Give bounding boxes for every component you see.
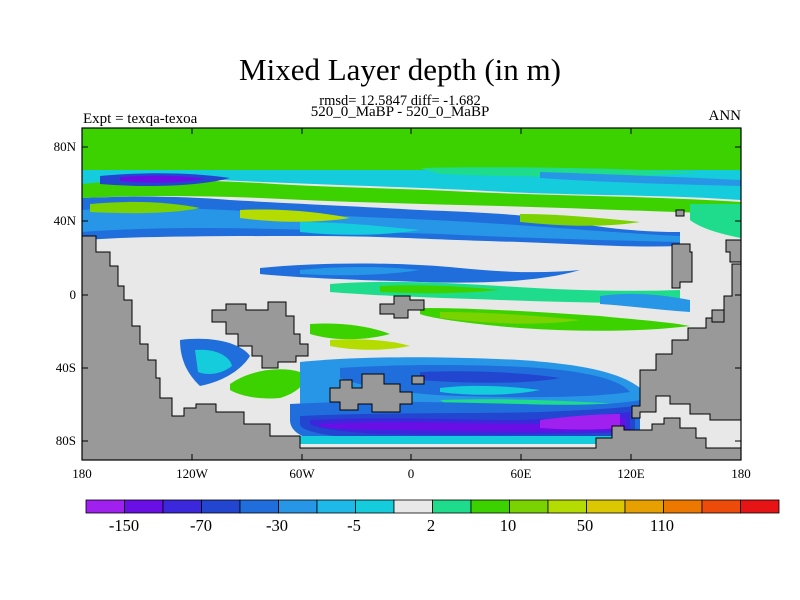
lon-label: 120E: [617, 466, 645, 481]
lat-label: 40N: [53, 213, 76, 228]
contour-band: [240, 209, 350, 222]
contour-band: [540, 414, 620, 430]
colorbar-swatch: [124, 499, 164, 514]
colorbar-swatch: [393, 499, 433, 514]
contour-band: [520, 214, 640, 226]
lat-label: 0: [69, 287, 77, 302]
colorbar-label: -5: [347, 516, 361, 535]
land-mass: [211, 301, 309, 369]
contour-band: [380, 285, 500, 294]
lat-label: 40S: [55, 360, 76, 375]
land-mass: [631, 263, 741, 421]
colorbar-swatch: [316, 499, 356, 514]
contour-band: [230, 369, 304, 399]
colorbar-label: 10: [499, 516, 517, 535]
contour-band: [600, 293, 690, 312]
contour-band: [330, 339, 410, 350]
lon-label: 60E: [510, 466, 532, 481]
colorbar-swatch: [663, 499, 703, 514]
contour-band: [300, 436, 620, 444]
colorbar-label: 110: [649, 516, 675, 535]
land-mass: [725, 239, 741, 263]
colorbar-swatch: [740, 499, 780, 514]
colorbar-swatch: [624, 499, 664, 514]
colorbar-label: 50: [576, 516, 594, 535]
land-mass: [329, 373, 413, 413]
lat-label: 80N: [53, 139, 76, 154]
contour-band: [300, 267, 420, 276]
colorbar-swatch: [239, 499, 279, 514]
experiment-label: Expt = texqa-texoa: [83, 111, 198, 127]
lon-label: 180: [72, 466, 92, 481]
colorbar: [85, 499, 780, 514]
contour-band: [82, 128, 741, 170]
contour-band: [300, 222, 420, 235]
contour-band: [420, 371, 560, 383]
colorbar-swatch: [470, 499, 510, 514]
land-mass: [675, 209, 685, 217]
contour-band: [540, 172, 741, 186]
lat-label: 80S: [55, 433, 76, 448]
contour-band: [82, 180, 741, 214]
contour-band: [195, 349, 232, 374]
contour-band: [440, 385, 540, 395]
colorbar-label: -150: [108, 516, 140, 535]
colorbar-swatch: [85, 499, 125, 514]
colorbar-swatch: [355, 499, 395, 514]
contour-band: [690, 204, 741, 238]
colorbar-swatch: [432, 499, 472, 514]
lon-label: 60W: [289, 466, 315, 481]
colorbar-swatch: [278, 499, 318, 514]
colorbar-swatch: [701, 499, 741, 514]
season-label: ANN: [708, 108, 742, 124]
axis-ticks: [82, 128, 741, 460]
colorbar-label: 2: [426, 516, 436, 535]
land-mass: [379, 295, 425, 319]
experiment-line: 520_0_MaBP - 520_0_MaBP: [310, 104, 490, 120]
land-mass: [711, 309, 725, 323]
contour-band: [82, 207, 680, 242]
colorbar-label: -30: [266, 516, 288, 535]
colorbar-swatch: [509, 499, 549, 514]
colorbar-label: -70: [190, 516, 212, 535]
contour-band: [90, 201, 200, 214]
lon-label: 0: [407, 466, 415, 481]
colorbar-swatch: [162, 499, 202, 514]
contour-band: [420, 167, 700, 177]
land-mass: [82, 235, 741, 460]
contour-band: [120, 175, 205, 183]
lon-label: 180: [731, 466, 751, 481]
colorbar-swatch: [547, 499, 587, 514]
lon-label: 120W: [176, 466, 208, 481]
contour-band: [440, 312, 580, 324]
contour-band: [310, 323, 390, 340]
chart-title: Mixed Layer depth (in m): [239, 52, 561, 87]
colorbar-swatch: [586, 499, 626, 514]
land-mass: [411, 375, 425, 385]
rmsd-subtitle: rmsd= 12.5847 diff= -1.682: [319, 93, 481, 109]
land-mass: [671, 243, 693, 289]
colorbar-swatch: [201, 499, 241, 514]
